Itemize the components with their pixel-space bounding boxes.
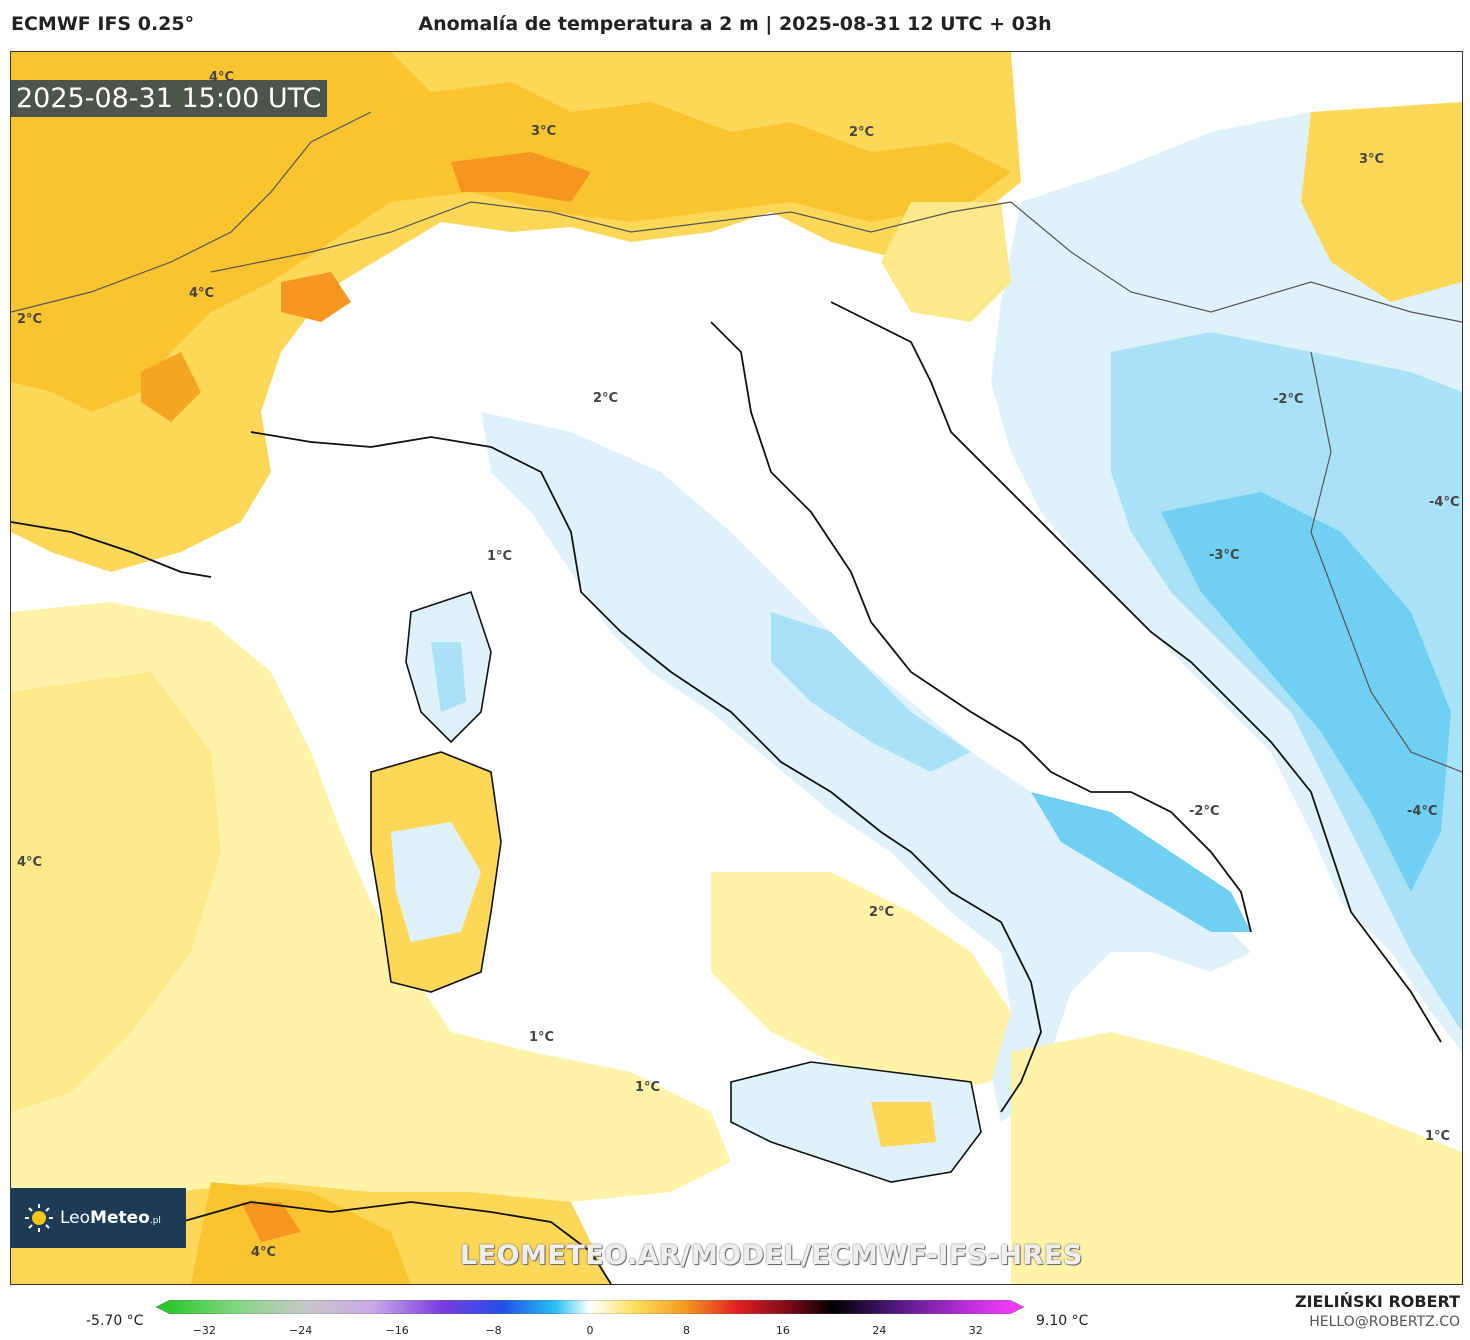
colorbar [156, 1300, 1024, 1314]
contour-label: -2°C [1273, 392, 1304, 407]
contour-label: 2°C [849, 125, 875, 140]
contour-label: 4°C [189, 286, 215, 301]
colorbar-tick-label: −8 [485, 1324, 502, 1337]
colorbar-min-label: -5.70 °C [86, 1313, 144, 1329]
colorbar-tick-label: 16 [775, 1324, 790, 1337]
chart-title: Anomalía de temperatura a 2 m | 2025-08-… [418, 13, 1052, 35]
source-url-watermark: LEOMETEO.AR/MODEL/ECMWF-IFS-HRES [460, 1240, 1083, 1271]
colorbar-tick-label: −24 [289, 1324, 313, 1337]
contour-label: 1°C [635, 1080, 661, 1095]
contour-label: 1°C [529, 1030, 555, 1045]
sun-icon [25, 1204, 53, 1232]
colorbar-max-label: 9.10 °C [1036, 1313, 1089, 1329]
colorbar-tick-label: −16 [385, 1324, 409, 1337]
contour-label: 4°C [17, 855, 43, 870]
map-panel: 4°C 3°C 2°C 3°C 4°C 2°C 2°C -2°C 1°C -4°… [10, 51, 1463, 1285]
contour-label: -4°C [1429, 495, 1460, 510]
author-email: HELLO@ROBERTZ.CO [1309, 1314, 1460, 1330]
contour-label: 2°C [17, 312, 43, 327]
contour-label: 2°C [869, 905, 895, 920]
colorbar-tick-label: 8 [682, 1324, 690, 1337]
leometeo-logo: LeoMeteo.pl [10, 1188, 186, 1248]
anomaly-field [11, 52, 1462, 1284]
model-name: ECMWF IFS 0.25° [11, 13, 195, 35]
contour-label: 2°C [593, 391, 619, 406]
colorbar-tick-label: −32 [192, 1324, 216, 1337]
contour-label: -3°C [1209, 548, 1240, 563]
contour-label: -4°C [1407, 804, 1438, 819]
contour-label: 4°C [251, 1245, 277, 1260]
contour-label: 3°C [531, 124, 557, 139]
colorbar-tick-label: 0 [586, 1324, 594, 1337]
colorbar-tick-label: 32 [968, 1324, 983, 1337]
colorbar-tick-label: 24 [872, 1324, 887, 1337]
author-credit: ZIELIŃSKI ROBERT [1294, 1292, 1460, 1311]
contour-label: 1°C [1425, 1129, 1451, 1144]
logo-wordmark: LeoMeteo.pl [60, 1208, 161, 1228]
contour-label: 3°C [1359, 152, 1385, 167]
contour-label: -2°C [1189, 804, 1220, 819]
colorbar-ticks: −32 −24 −16 −8 0 8 16 24 32 [156, 1324, 1024, 1340]
contour-label: 1°C [487, 549, 513, 564]
valid-time-badge: 2025-08-31 15:00 UTC [10, 80, 328, 117]
